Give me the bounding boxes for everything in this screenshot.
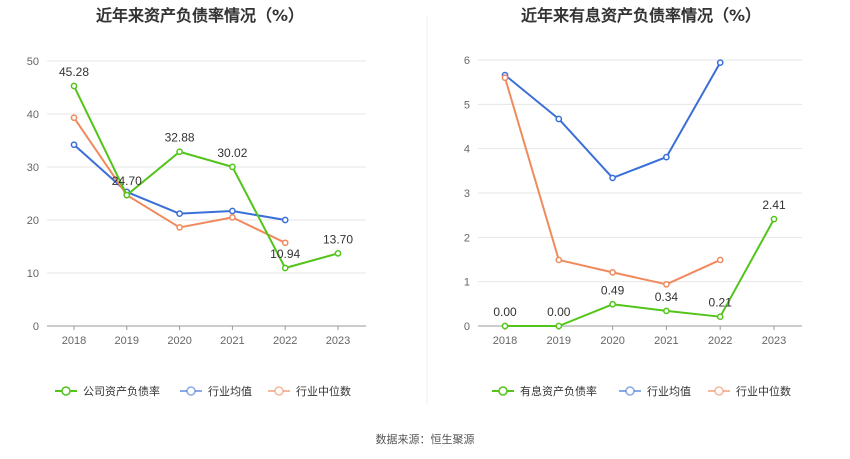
x-tick-label: 2020 xyxy=(167,335,191,347)
data-point xyxy=(123,191,131,199)
data-point xyxy=(176,148,183,156)
y-tick-label: 50 xyxy=(27,56,39,68)
data-label: 0.21 xyxy=(709,296,733,310)
y-tick-label: 4 xyxy=(464,144,470,156)
y-tick-label: 2 xyxy=(464,232,470,244)
series-line xyxy=(73,85,339,270)
data-point xyxy=(70,114,78,122)
data-label: 0.49 xyxy=(601,283,625,297)
x-tick-label: 2023 xyxy=(326,335,350,347)
x-tick-label: 2018 xyxy=(493,335,517,347)
x-tick-label: 2020 xyxy=(600,335,624,347)
data-point xyxy=(229,214,236,221)
source-note: 数据来源：恒生聚源 xyxy=(376,432,475,446)
data-label: 30.02 xyxy=(217,146,247,160)
data-point xyxy=(334,250,342,257)
y-tick-label: 5 xyxy=(464,99,470,111)
data-point xyxy=(770,215,778,223)
series-line xyxy=(504,62,722,179)
data-point xyxy=(555,115,563,123)
series-line xyxy=(505,218,775,327)
x-tick-label: 2018 xyxy=(62,335,86,347)
x-tick-label: 2021 xyxy=(220,335,244,347)
y-tick-label: 6 xyxy=(464,55,470,67)
y-tick-label: 20 xyxy=(27,215,39,227)
legend-label[interactable]: 行业均值 xyxy=(208,385,252,398)
x-tick-label: 2019 xyxy=(115,335,139,347)
data-point xyxy=(70,82,78,90)
data-point xyxy=(281,239,289,247)
data-label: 24.70 xyxy=(112,174,142,188)
data-label: 0.00 xyxy=(547,305,571,319)
legend-marker xyxy=(61,386,71,396)
y-tick-label: 10 xyxy=(27,268,39,280)
data-label: 13.70 xyxy=(323,232,353,246)
legend-label[interactable]: 行业均值 xyxy=(647,385,691,398)
x-tick-label: 2019 xyxy=(547,335,571,347)
data-label: 32.88 xyxy=(165,131,195,145)
legend-label[interactable]: 行业中位数 xyxy=(296,384,351,398)
data-point xyxy=(229,207,236,215)
data-label: 0.34 xyxy=(655,290,679,304)
data-point xyxy=(716,256,724,264)
data-point xyxy=(716,59,724,67)
data-label: 45.28 xyxy=(59,65,89,79)
data-point xyxy=(609,269,616,276)
legend-label[interactable]: 公司资产负债率 xyxy=(83,384,160,398)
legend-marker xyxy=(625,386,635,396)
legend-marker xyxy=(186,386,196,396)
legend-marker xyxy=(714,386,724,396)
y-tick-label: 0 xyxy=(33,321,39,333)
y-tick-label: 30 xyxy=(27,162,39,174)
chart-title: 近年来资产负债率情况（%） xyxy=(96,6,304,25)
data-point xyxy=(609,300,616,308)
data-point xyxy=(663,153,670,161)
legend-label[interactable]: 行业中位数 xyxy=(736,384,791,398)
y-tick-label: 3 xyxy=(464,188,470,200)
x-tick-label: 2022 xyxy=(708,335,732,347)
data-point xyxy=(176,210,183,217)
legend-marker xyxy=(498,386,508,396)
legend-marker xyxy=(274,386,284,396)
data-label: 0.00 xyxy=(493,305,517,319)
x-tick-label: 2021 xyxy=(654,335,678,347)
y-tick-label: 40 xyxy=(27,109,39,121)
data-point xyxy=(716,313,724,321)
data-point xyxy=(70,141,78,149)
data-point xyxy=(555,256,563,264)
data-point xyxy=(281,216,289,224)
chart-debt-ratio: 近年来资产负债率情况（%） 0 10 20 30 40 50 2018 2019 2020 202… xyxy=(27,6,366,398)
data-label: 2.41 xyxy=(762,198,786,212)
chart-interest-bearing-debt-ratio: 近年来有息资产负债率情况（%） 0 1 2 3 4 5 6 2018 2019 2020 2021 2… xyxy=(464,6,802,398)
x-tick-label: 2022 xyxy=(273,335,297,347)
data-point xyxy=(555,322,563,330)
data-point xyxy=(176,224,183,231)
y-tick-label: 1 xyxy=(464,277,470,289)
data-point xyxy=(501,322,509,330)
data-point xyxy=(281,264,289,272)
data-label: 10.94 xyxy=(270,247,300,261)
data-point xyxy=(663,307,670,315)
x-tick-label: 2023 xyxy=(762,335,786,347)
legend-label[interactable]: 有息资产负债率 xyxy=(520,384,597,398)
chart-title: 近年来有息资产负债率情况（%） xyxy=(521,6,761,25)
y-tick-label: 0 xyxy=(464,321,470,333)
data-point xyxy=(663,280,670,288)
data-point xyxy=(501,74,509,82)
data-point xyxy=(609,174,616,182)
data-point xyxy=(229,163,236,171)
